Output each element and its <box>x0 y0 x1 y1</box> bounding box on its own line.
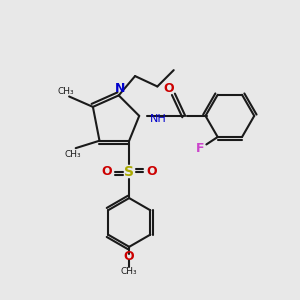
Text: O: O <box>101 165 112 178</box>
Text: N: N <box>115 82 125 95</box>
Text: NH: NH <box>150 114 166 124</box>
Text: CH₃: CH₃ <box>121 267 137 276</box>
Text: S: S <box>124 165 134 179</box>
Text: O: O <box>147 165 158 178</box>
Text: O: O <box>163 82 174 95</box>
Text: CH₃: CH₃ <box>58 87 74 96</box>
Text: F: F <box>196 142 204 155</box>
Text: CH₃: CH₃ <box>64 150 81 159</box>
Text: O: O <box>124 250 134 263</box>
